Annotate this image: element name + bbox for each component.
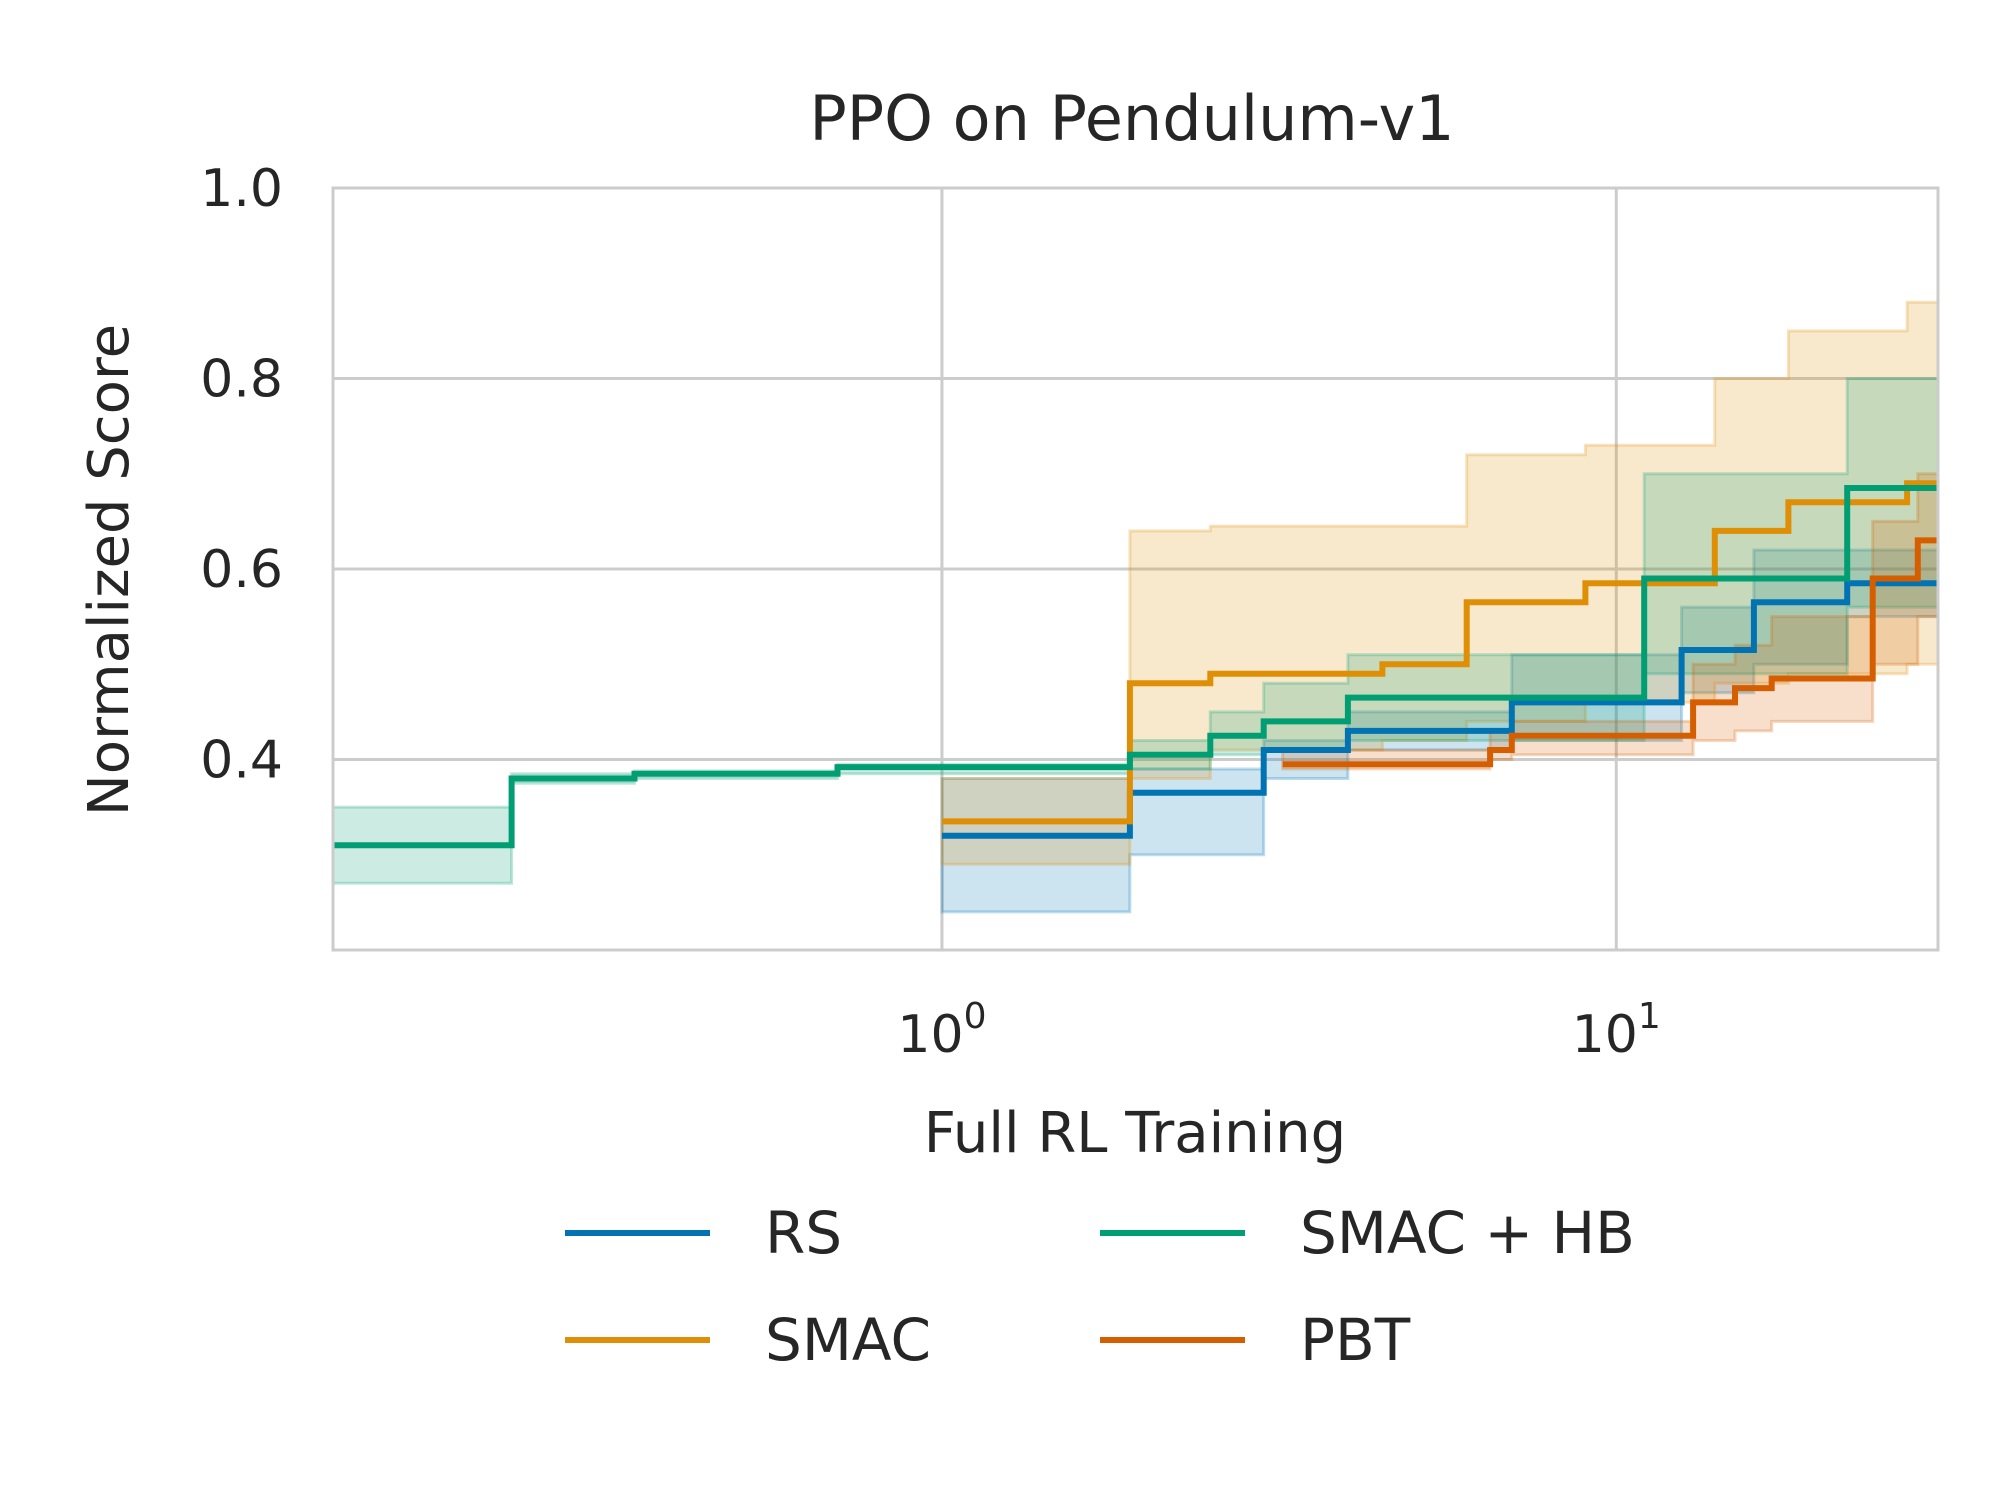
series-line-rs — [942, 580, 1938, 839]
x-axis-label: Full RL Training — [924, 1101, 1346, 1166]
legend-label: SMAC + HB — [1300, 1199, 1635, 1267]
x-tick-label: 101 — [1572, 996, 1661, 1065]
plot-frame — [331, 186, 1940, 952]
y-tick-label: 1.0 — [200, 159, 283, 219]
y-tick-label: 0.6 — [200, 540, 283, 600]
y-tick-label: 0.4 — [200, 731, 283, 791]
legend-label: SMAC — [765, 1306, 931, 1374]
x-tick-labels: 100 101 — [897, 996, 1660, 1065]
legend: RS SMAC + HB SMAC PBT — [565, 1199, 1635, 1374]
series-lines — [333, 480, 1938, 849]
confidence-bands — [331, 300, 1940, 914]
y-tick-labels: 0.4 0.6 0.8 1.0 — [200, 159, 283, 791]
y-tick-label: 0.8 — [200, 350, 283, 410]
y-axis-label: Normalized Score — [77, 324, 142, 816]
series-line-pbt — [1282, 537, 1938, 768]
legend-label: PBT — [1300, 1306, 1411, 1374]
series-line-smac — [942, 480, 1938, 825]
band-smac — [940, 300, 1940, 866]
chart-title: PPO on Pendulum-v1 — [809, 82, 1454, 155]
x-tick-label: 100 — [897, 996, 986, 1065]
series-line-smac-hb — [333, 485, 1938, 849]
legend-label: RS — [765, 1199, 842, 1267]
